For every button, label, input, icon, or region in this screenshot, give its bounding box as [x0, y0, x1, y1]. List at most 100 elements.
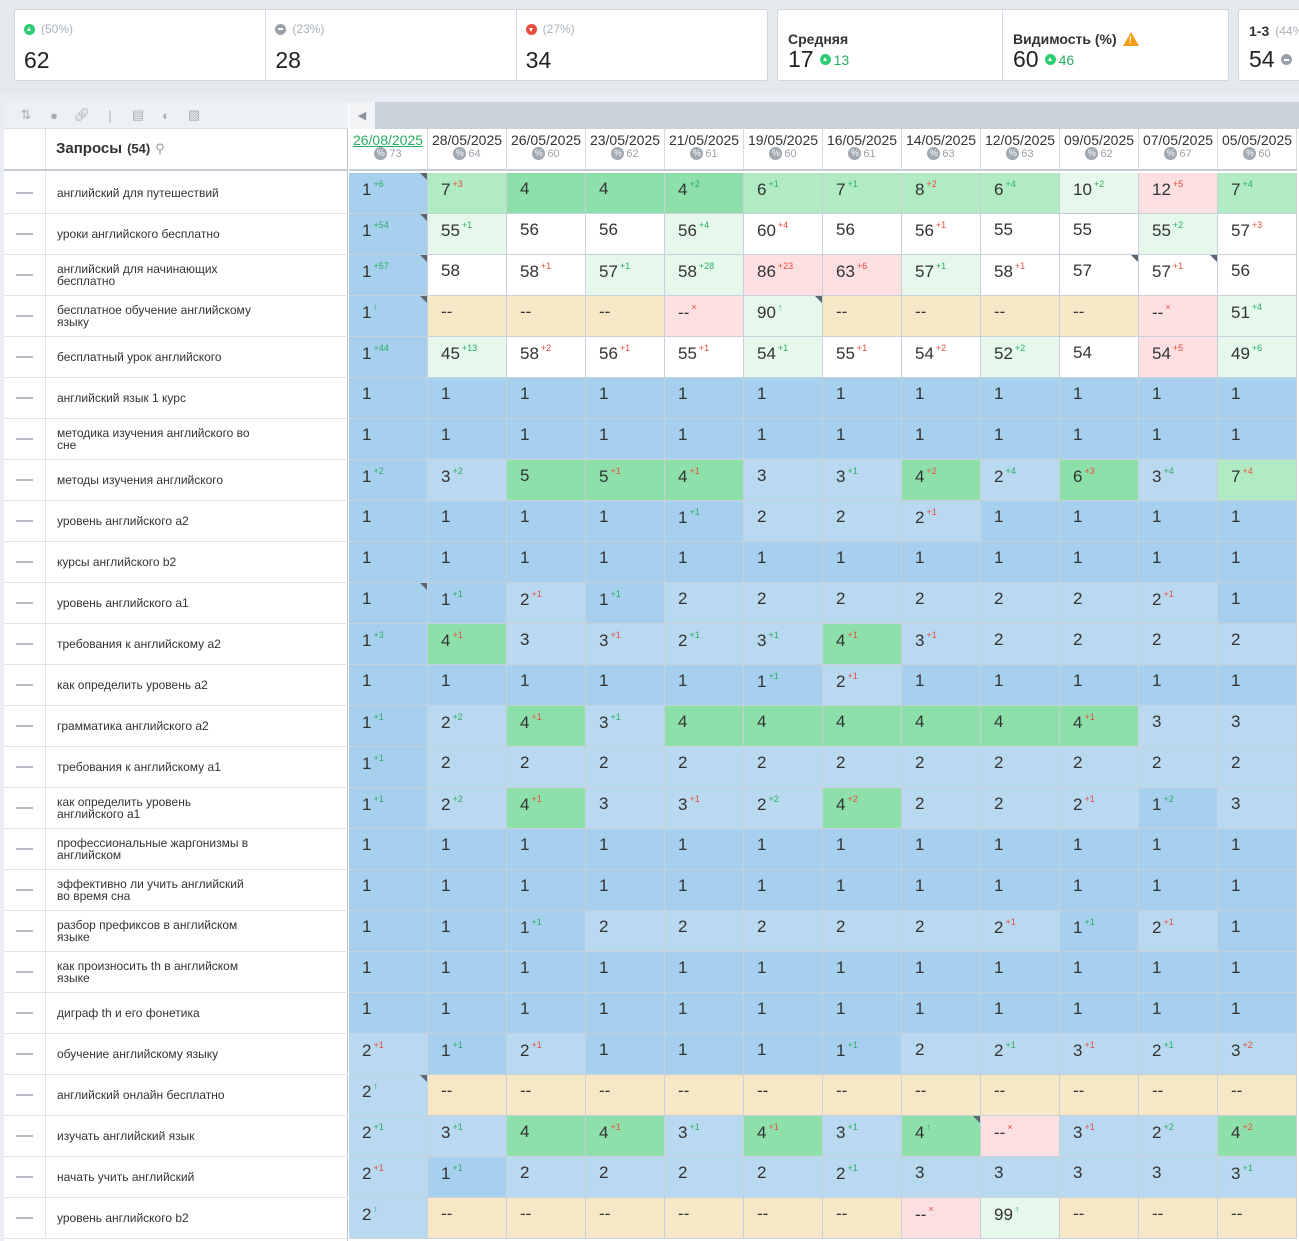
position-cell[interactable]: 4 [744, 706, 823, 747]
position-cell[interactable]: 4 +2 [1218, 1116, 1297, 1157]
position-cell[interactable]: 1 [981, 829, 1060, 870]
position-cell[interactable]: 1 [428, 378, 507, 419]
query-row[interactable]: как определить уровень a2 [4, 665, 348, 706]
position-cell[interactable]: 4 +1 [1060, 706, 1139, 747]
position-cell[interactable]: 57 [1060, 255, 1139, 296]
position-cell[interactable]: 1 [823, 870, 902, 911]
query-row[interactable]: требования к английскому a2 [4, 624, 348, 665]
position-cell[interactable]: 2 [981, 583, 1060, 624]
position-cell[interactable]: 1 [1218, 952, 1297, 993]
position-cell[interactable]: 3 [507, 624, 586, 665]
date-column-header[interactable]: 09/05/2025% 62 [1060, 129, 1139, 171]
query-row[interactable]: разбор префиксов в английском языке [4, 911, 348, 952]
position-cell[interactable]: 1 [902, 378, 981, 419]
position-cell[interactable]: 1 [428, 419, 507, 460]
position-cell[interactable]: 1 [1139, 665, 1218, 706]
position-cell[interactable]: 4 +2 [823, 788, 902, 829]
position-cell[interactable]: 3 +2 [428, 460, 507, 501]
query-row[interactable]: английский онлайн бесплатно [4, 1075, 348, 1116]
position-cell[interactable]: -- [1218, 1198, 1297, 1239]
position-cell[interactable]: 1 [349, 952, 428, 993]
position-cell[interactable]: 4 +1 [823, 624, 902, 665]
query-row[interactable]: английский для путешествий [4, 173, 348, 214]
position-cell[interactable]: 3 +2 [1218, 1034, 1297, 1075]
position-cell[interactable]: 3 +1 [744, 624, 823, 665]
position-cell[interactable]: 1 [1139, 870, 1218, 911]
position-cell[interactable]: -- [823, 1198, 902, 1239]
position-cell[interactable]: -- [428, 1075, 507, 1116]
link-icon[interactable]: 🔗︎ [73, 107, 91, 122]
position-cell[interactable]: 2 [902, 911, 981, 952]
position-cell[interactable]: 3 +1 [665, 788, 744, 829]
position-cell[interactable]: -- [902, 1075, 981, 1116]
position-cell[interactable]: 2 [507, 747, 586, 788]
position-cell[interactable]: 1 [1218, 829, 1297, 870]
position-cell[interactable]: 2 [665, 1157, 744, 1198]
average-card[interactable]: Средняя 17 13 [778, 10, 1003, 80]
drag-handle-icon[interactable] [4, 214, 46, 254]
position-cell[interactable]: 45 +13 [428, 337, 507, 378]
position-cell[interactable]: 1 [823, 952, 902, 993]
position-cell[interactable]: 60 +4 [744, 214, 823, 255]
toggle-icon[interactable]: ● [50, 107, 58, 123]
position-cell[interactable]: 3 +1 [586, 624, 665, 665]
position-cell[interactable]: 7 +3 [428, 173, 507, 214]
position-cell[interactable]: 6 +4 [981, 173, 1060, 214]
position-cell[interactable]: -- [744, 1075, 823, 1116]
position-cell[interactable]: 1 [349, 993, 428, 1034]
position-cell[interactable]: 2 +1 [902, 501, 981, 542]
position-cell[interactable]: 1 [1139, 542, 1218, 583]
position-cell[interactable]: 56 +1 [902, 214, 981, 255]
position-cell[interactable]: 1 [981, 378, 1060, 419]
date-column-header[interactable]: 28/05/2025% 64 [428, 129, 507, 171]
drag-handle-icon[interactable] [4, 337, 46, 377]
position-cell[interactable]: 58 +28 [665, 255, 744, 296]
drag-handle-icon[interactable] [4, 1198, 46, 1238]
position-cell[interactable]: 51 +4 [1218, 296, 1297, 337]
position-cell[interactable]: 3 [586, 788, 665, 829]
position-cell[interactable]: 2 +1 [507, 583, 586, 624]
drag-handle-icon[interactable] [4, 911, 46, 951]
position-cell[interactable]: -- [981, 1075, 1060, 1116]
position-cell[interactable]: 1 +1 [349, 788, 428, 829]
position-cell[interactable]: 1 [507, 993, 586, 1034]
position-cell[interactable]: 1 [902, 993, 981, 1034]
position-cell[interactable]: 3 [902, 1157, 981, 1198]
position-cell[interactable]: 3 +1 [823, 1116, 902, 1157]
position-cell[interactable]: 55 +1 [823, 337, 902, 378]
position-cell[interactable]: 1 [586, 1034, 665, 1075]
position-cell[interactable]: 3 +4 [1139, 460, 1218, 501]
position-cell[interactable]: 1 [902, 542, 981, 583]
position-cell[interactable]: 86 +23 [744, 255, 823, 296]
position-cell[interactable]: 1 [428, 911, 507, 952]
date-column-header[interactable]: 14/05/2025% 63 [902, 129, 981, 171]
position-cell[interactable]: 1 [744, 993, 823, 1034]
position-cell[interactable]: 1 [428, 501, 507, 542]
position-cell[interactable]: 1 [586, 378, 665, 419]
position-cell[interactable]: 57 +1 [902, 255, 981, 296]
position-cell[interactable]: 56 +4 [665, 214, 744, 255]
position-cell[interactable]: 1 [1218, 993, 1297, 1034]
position-cell[interactable]: -- [1139, 1075, 1218, 1116]
position-cell[interactable]: 3 +1 [1218, 1157, 1297, 1198]
position-cell[interactable]: 1 [823, 419, 902, 460]
position-cell[interactable]: 4 [586, 173, 665, 214]
calendar-icon[interactable]: ▤ [131, 107, 145, 122]
position-cell[interactable]: 1 [744, 829, 823, 870]
position-cell[interactable]: 2 [1218, 747, 1297, 788]
position-cell[interactable]: 2 +1 [665, 624, 744, 665]
image-icon[interactable]: ▨ [187, 107, 201, 122]
position-cell[interactable]: 1 [507, 419, 586, 460]
position-cell[interactable]: 2 +1 [981, 1034, 1060, 1075]
position-cell[interactable]: 6 +3 [1060, 460, 1139, 501]
position-cell[interactable]: 2 [744, 911, 823, 952]
position-cell[interactable]: -- [586, 1075, 665, 1116]
position-cell[interactable]: 1 [1218, 419, 1297, 460]
position-cell[interactable]: 1 [823, 829, 902, 870]
position-cell[interactable]: 49 +6 [1218, 337, 1297, 378]
position-cell[interactable]: 1 [586, 829, 665, 870]
drag-handle-icon[interactable] [4, 1034, 46, 1074]
position-cell[interactable]: -- [586, 1198, 665, 1239]
position-cell[interactable]: 2 +1 [981, 911, 1060, 952]
position-cell[interactable]: -- × [902, 1198, 981, 1239]
